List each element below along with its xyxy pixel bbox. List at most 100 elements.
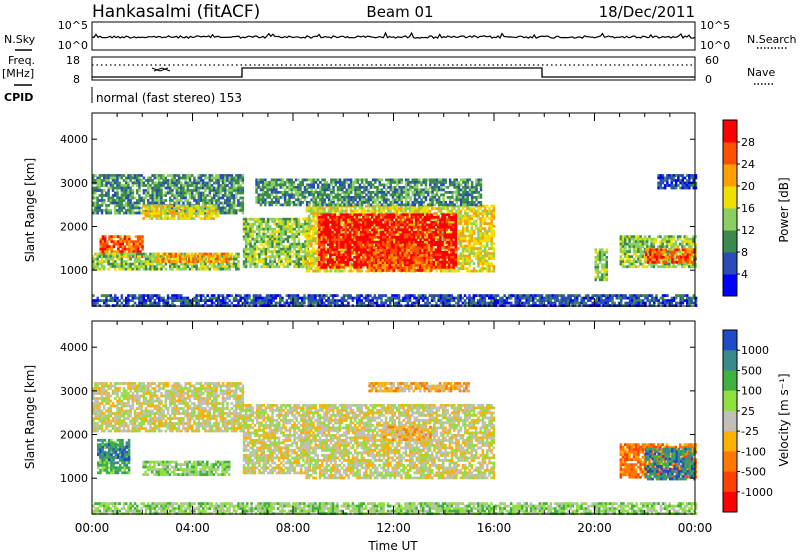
cell [204,263,207,266]
cell [159,260,162,263]
cell [94,212,97,215]
cell [462,225,465,228]
cell [287,240,290,243]
cell [198,182,201,185]
cell [271,230,274,233]
cell [349,243,352,246]
cell [330,270,333,273]
cell [242,197,245,200]
cell [274,223,277,226]
cell [127,192,130,195]
cell [245,253,248,256]
cell [160,263,163,266]
cell [197,205,200,208]
cell [285,258,288,261]
cell [173,179,176,182]
cell [158,215,161,218]
cell [375,236,378,239]
cell [116,177,119,180]
cell [437,228,440,231]
cell [215,179,218,182]
cell [413,241,416,244]
cell [191,184,194,187]
cell [184,194,187,197]
cell [116,197,119,200]
cell [211,177,214,180]
cell [441,213,444,216]
cell [112,253,115,256]
cell [328,270,331,273]
cell [137,243,140,246]
cell [156,263,159,266]
cell [105,260,108,263]
cell [191,197,194,200]
cell [186,207,189,210]
cell [441,251,444,254]
cell [242,182,245,185]
cell [224,179,227,182]
cell [224,207,227,210]
cell [361,207,364,210]
cell [439,246,442,249]
cell [402,241,405,244]
cell [160,197,163,200]
cell [477,270,480,273]
cell [334,248,337,251]
cell [151,255,154,258]
cell [488,222,491,225]
cell [435,248,438,251]
cell [298,218,301,221]
cell [124,238,127,241]
cell [415,223,418,226]
cell [265,265,268,268]
cell [389,231,392,234]
cell [308,225,311,228]
cell [260,240,263,243]
cell [349,253,352,256]
cell [446,253,449,256]
cell [110,255,113,258]
cell [475,270,478,273]
cell [334,216,337,219]
nsearch-label: N.Search [747,33,797,46]
cell [444,261,447,264]
cell [441,226,444,229]
cell [182,253,185,256]
cell [100,245,103,248]
cell [265,255,268,258]
cell [195,187,198,190]
cell [151,202,154,205]
cell [112,255,115,258]
cell [314,232,317,235]
cell [364,231,367,234]
cell [314,252,317,255]
cell [254,260,257,263]
cell [122,243,125,246]
cell [271,233,274,236]
cell [345,251,348,254]
cell [415,238,418,241]
cell [143,182,146,185]
cell [406,231,409,234]
cell [247,253,250,256]
cell [382,218,385,221]
cell [160,177,163,180]
cell [441,218,444,221]
cell [339,210,342,213]
cell [134,177,137,180]
cell [189,179,192,182]
cell [364,261,367,264]
cell [285,255,288,258]
cell [369,236,372,239]
cell [141,238,144,241]
cell [466,225,469,228]
cell [484,220,487,223]
cell [160,217,163,220]
cell [188,212,191,215]
cell [178,268,181,271]
cell [486,262,489,265]
cell [265,248,268,251]
cell [479,232,482,235]
cell [102,248,105,251]
cell [154,174,157,177]
